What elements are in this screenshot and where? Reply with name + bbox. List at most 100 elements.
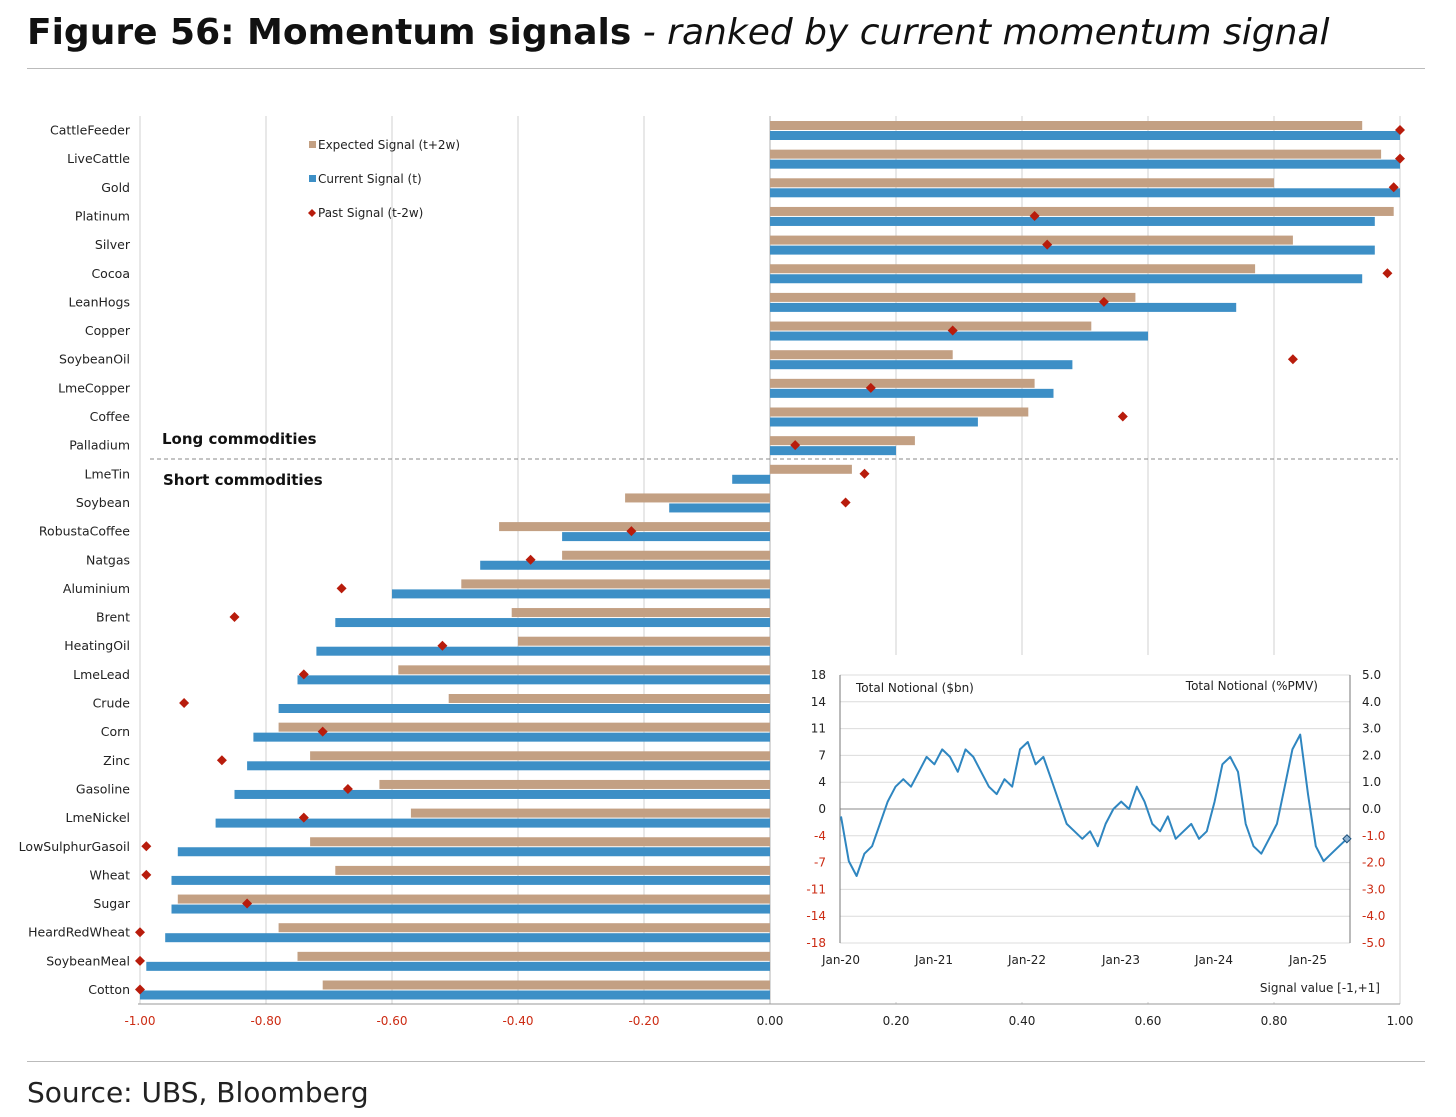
x-tick-label: 0.80 — [1261, 1014, 1288, 1028]
bar-current — [215, 818, 771, 828]
bar-expected — [770, 407, 1029, 417]
marker-past — [865, 382, 876, 393]
marker-past — [135, 927, 145, 938]
bar-current — [165, 933, 770, 943]
inset-chart: 18 5.0 14 4.0 11 3.0 7 2.0 4 1.0 0 0.0 -4 -1.0 -7 -2.0 -… — [772, 655, 1398, 1002]
bar-expected — [278, 923, 770, 933]
marker-past — [317, 726, 328, 737]
category-label: LmeCopper — [58, 380, 131, 395]
marker-past — [437, 640, 448, 651]
marker-past — [1117, 411, 1128, 422]
x-tick-label: 0.20 — [883, 1014, 910, 1028]
x-tick-label: 1.00 — [1387, 1014, 1414, 1028]
bar-current — [770, 188, 1400, 198]
inset-y-right-tick: 1.0 — [1362, 775, 1381, 789]
bar-current — [297, 675, 770, 685]
bar-current — [316, 646, 770, 656]
category-label: HeardRedWheat — [28, 925, 130, 940]
bar-current — [392, 589, 770, 599]
bar-current — [247, 761, 771, 771]
bar-current — [278, 704, 770, 713]
inset-left-title: Total Notional ($bn) — [855, 681, 974, 695]
inset-y-right-tick: -1.0 — [1362, 829, 1385, 843]
marker-past — [336, 583, 347, 594]
bar-expected — [499, 522, 770, 532]
bar-current — [770, 245, 1375, 255]
title-main: Figure 56: Momentum signals — [27, 12, 632, 53]
bar-expected — [410, 808, 770, 818]
marker-past — [1395, 153, 1405, 164]
category-label: Copper — [85, 323, 131, 338]
inset-x-tick: Jan-25 — [1288, 953, 1327, 967]
category-labels: CattleFeeder LiveCattle Gold Platinum Silver… — [19, 123, 131, 998]
x-tick-label: 0.40 — [1009, 1014, 1036, 1028]
category-label: RobustaCoffee — [39, 524, 130, 539]
category-label: LowSulphurGasoil — [19, 839, 130, 854]
title-subtitle: - ranked by current momentum signal — [631, 12, 1330, 53]
marker-past — [135, 984, 145, 995]
inset-background — [772, 655, 1398, 1002]
bar-current — [770, 131, 1400, 140]
category-label: Palladium — [69, 438, 130, 453]
bar-current — [253, 732, 770, 742]
inset-y-left-tick: 0 — [818, 802, 826, 816]
inset-y-right-tick: 2.0 — [1362, 748, 1381, 762]
marker-past — [1388, 182, 1399, 193]
category-label: HeatingOil — [64, 638, 130, 653]
x-tick-label: -0.40 — [502, 1014, 533, 1028]
marker-past — [1029, 210, 1040, 221]
inset-y-left-tick: 11 — [811, 722, 826, 736]
legend-label: Past Signal (t-2w) — [318, 206, 423, 220]
legend: Expected Signal (t+2w) Current Signal (t)… — [308, 138, 460, 220]
bar-current — [770, 360, 1073, 370]
inset-y-left-tick: -14 — [806, 909, 826, 923]
bar-current — [770, 331, 1148, 341]
category-label: Natgas — [86, 552, 130, 567]
bar-current — [770, 216, 1375, 226]
marker-past — [242, 898, 253, 909]
marker-past — [216, 755, 227, 766]
category-label: LmeLead — [73, 667, 130, 682]
bar-current — [770, 159, 1400, 169]
marker-past — [141, 841, 152, 852]
inset-x-tick: Jan-20 — [821, 953, 860, 967]
inset-x-title: Signal value [-1,+1] — [1260, 981, 1380, 995]
bar-expected — [177, 894, 771, 904]
bar-current — [177, 847, 771, 857]
bar-current — [562, 532, 770, 542]
inset-y-right-tick: -5.0 — [1362, 936, 1385, 950]
bar-expected — [770, 149, 1382, 159]
bar-current — [171, 904, 770, 914]
bar-expected — [625, 493, 770, 503]
bar-expected — [398, 665, 770, 675]
bar-expected — [448, 694, 770, 703]
marker-past — [135, 955, 145, 966]
bar-expected — [461, 579, 770, 589]
bar-expected — [770, 436, 915, 446]
inset-y-right-tick: 5.0 — [1362, 668, 1381, 682]
bar-expected — [770, 264, 1256, 274]
bar-current — [335, 618, 770, 628]
bar-expected — [770, 378, 1035, 388]
inset-last-point-marker — [1342, 834, 1352, 844]
marker-past — [229, 612, 240, 623]
bar-expected — [770, 178, 1274, 188]
inset-y-left-tick: -18 — [806, 936, 826, 950]
inset-y-right-tick: 0.0 — [1362, 802, 1381, 816]
bar-current — [669, 503, 770, 513]
short-commodities-label: Short commodities — [163, 471, 323, 489]
inset-x-tick: Jan-23 — [1101, 953, 1140, 967]
inset-y-left-tick: 14 — [811, 695, 826, 709]
bar-current — [234, 789, 770, 799]
bar-current — [770, 302, 1237, 312]
bar-expected — [562, 550, 770, 560]
category-label: SoybeanMeal — [46, 953, 130, 968]
x-tick-label: -0.80 — [250, 1014, 281, 1028]
bar-expected — [770, 121, 1363, 130]
category-label: LmeNickel — [66, 810, 130, 825]
bar-expected — [322, 980, 770, 990]
marker-past — [626, 526, 637, 537]
bar-expected — [278, 722, 770, 732]
legend-swatch — [309, 141, 316, 148]
bar-current — [770, 274, 1363, 284]
